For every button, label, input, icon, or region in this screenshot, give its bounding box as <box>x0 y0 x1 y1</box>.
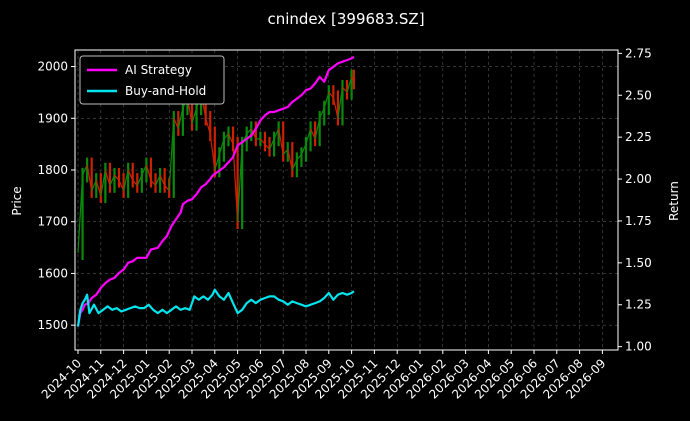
right-tick-label: 2.50 <box>625 88 652 102</box>
price-segment <box>332 97 339 119</box>
price-segment <box>218 138 225 155</box>
right-tick-label: 2.25 <box>625 130 652 144</box>
price-segment <box>164 185 170 192</box>
price-segment <box>95 180 102 197</box>
price-segment <box>314 118 321 140</box>
left-tick-label: 2000 <box>37 60 68 74</box>
price-segment <box>337 87 344 119</box>
left-tick-label: 1700 <box>37 215 68 229</box>
price-segment <box>282 148 289 155</box>
price-segment <box>77 175 84 253</box>
price-segment <box>328 92 334 98</box>
price-segment <box>191 107 198 124</box>
price-segment <box>132 179 138 186</box>
price-segment <box>209 133 216 171</box>
right-tick-label: 2.75 <box>625 46 652 60</box>
price-segment <box>177 107 184 129</box>
price-segment <box>246 128 252 135</box>
price-segment <box>123 169 129 191</box>
price-segment <box>118 180 125 191</box>
price-segment <box>278 128 284 155</box>
price-segment <box>91 180 97 191</box>
price-segment <box>287 149 293 171</box>
legend-label-buy-and-hold: Buy-and-Hold <box>125 84 206 98</box>
price-segment <box>205 118 211 134</box>
left-tick-label: 1600 <box>37 266 68 280</box>
right-tick-label: 1.00 <box>625 340 652 354</box>
right-tick-label: 1.25 <box>625 298 652 312</box>
price-segment <box>259 138 266 145</box>
return-series <box>76 55 355 327</box>
y-axis-label-left: Price <box>10 186 24 215</box>
right-tick-label: 1.75 <box>625 214 652 228</box>
price-segment <box>82 164 88 176</box>
price-segment <box>264 143 270 150</box>
ai-strategy-line <box>76 55 355 327</box>
price-segment <box>104 169 111 186</box>
price-segment <box>319 107 325 119</box>
price-segment <box>136 174 143 186</box>
left-tick-label: 1900 <box>37 111 68 125</box>
price-segment <box>346 76 353 93</box>
buy-and-hold-line <box>76 288 355 327</box>
right-axis: 1.00 1.25 1.50 1.75 2.00 2.25 2.50 2.75 <box>618 46 652 354</box>
price-segment <box>273 128 280 140</box>
price-segment <box>86 164 93 191</box>
price-segment <box>168 118 175 191</box>
price-segment <box>268 138 275 150</box>
price-series <box>77 69 355 260</box>
price-segment <box>323 92 330 109</box>
price-segment <box>150 179 156 186</box>
price-segment <box>291 159 298 171</box>
price-segment <box>214 154 220 171</box>
left-tick-label: 1800 <box>37 163 68 177</box>
chart-title: cnindex [399683.SZ] <box>267 10 424 28</box>
price-segment <box>237 144 243 222</box>
price-segment <box>141 164 147 176</box>
price-segment <box>145 164 152 181</box>
left-axis: 1500 1600 1700 1800 1900 2000 <box>37 60 75 332</box>
price-segment <box>173 118 179 129</box>
price-segment <box>351 76 355 83</box>
price-segment <box>310 128 316 140</box>
legend-label-ai-strategy: AI Strategy <box>125 63 192 77</box>
right-tick-label: 1.50 <box>625 256 652 270</box>
price-segment <box>100 169 106 196</box>
price-segment <box>223 133 229 140</box>
price-segment <box>159 174 166 186</box>
price-segment <box>109 174 116 186</box>
price-segment <box>300 143 307 155</box>
price-segment <box>127 169 134 181</box>
price-segment <box>342 86 348 93</box>
left-tick-label: 1500 <box>37 318 68 332</box>
price-segment <box>227 133 234 145</box>
right-tick-label: 2.00 <box>625 172 652 186</box>
price-segment <box>305 128 312 145</box>
price-segment <box>296 154 302 161</box>
price-segment <box>154 174 161 186</box>
legend: AI Strategy Buy-and-Hold <box>79 55 225 105</box>
price-segment <box>114 174 120 181</box>
y-axis-label-right: Return <box>667 181 681 221</box>
plot-frame <box>74 49 619 351</box>
